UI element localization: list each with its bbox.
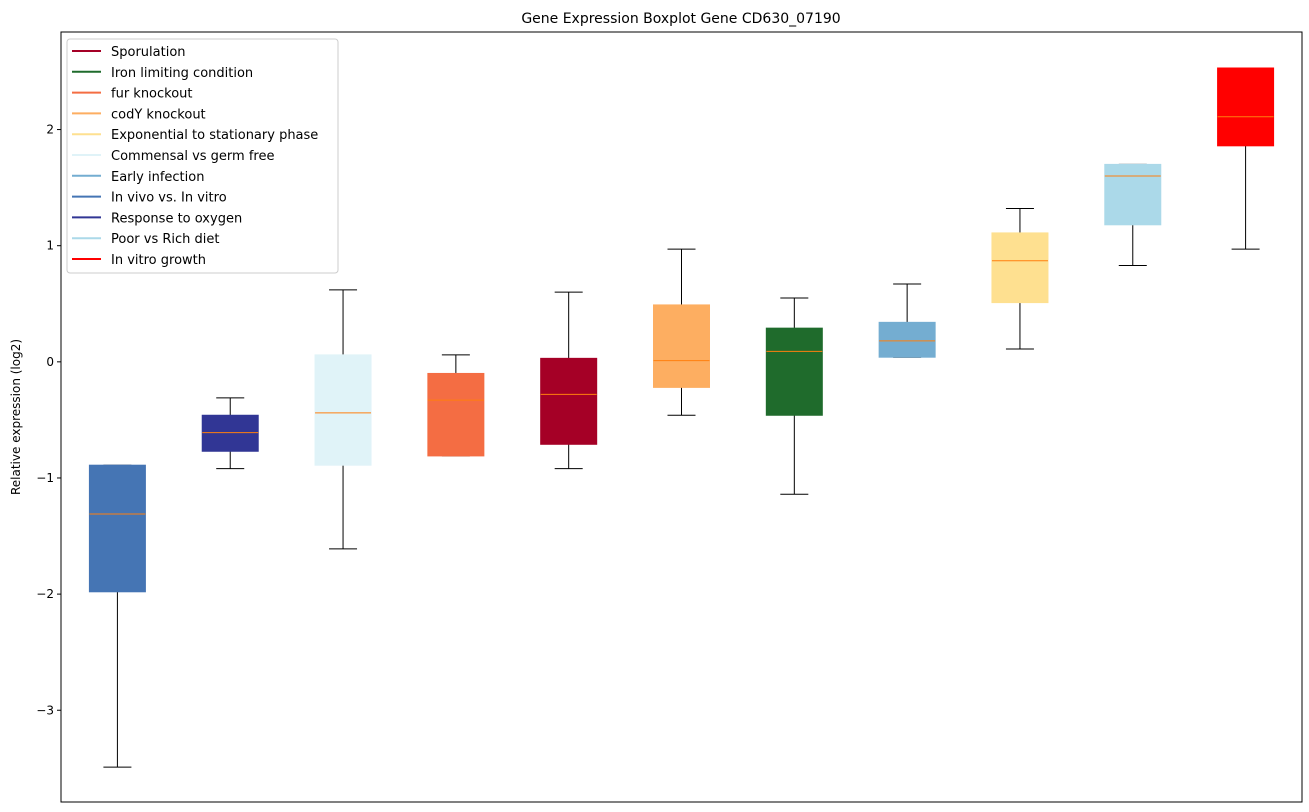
- plot-frame: [60, 31, 1303, 803]
- box-iqr: [540, 357, 598, 445]
- box-response-to-oxygen: [201, 397, 259, 470]
- box-commensal-vs-germ-free: [314, 289, 372, 550]
- legend-label: codY knockout: [111, 107, 206, 122]
- legend: Sporulation Iron limiting condition fur kn…: [66, 38, 339, 274]
- y-axis-label: Relative expression (log2): [9, 339, 23, 495]
- y-tick-label: −3: [36, 703, 54, 717]
- legend-label: Sporulation: [111, 45, 186, 60]
- legend-frame: [66, 38, 339, 274]
- box-cody-knockout: [653, 248, 710, 416]
- legend-label: In vitro growth: [111, 253, 206, 268]
- box-iqr: [653, 304, 710, 388]
- y-tick-label: 2: [46, 123, 54, 137]
- legend-label: Response to oxygen: [111, 211, 242, 226]
- box-iqr: [1217, 67, 1275, 147]
- box-iqr: [427, 372, 485, 457]
- y-tick-label: 1: [46, 239, 54, 253]
- legend-label: fur knockout: [111, 87, 193, 102]
- box-iqr: [88, 464, 146, 593]
- box-exponential-to-stationary-phase: [991, 208, 1049, 350]
- legend-label: Exponential to stationary phase: [111, 128, 318, 143]
- box-in-vivo-vs-in-vitro: [88, 464, 146, 768]
- legend-label: Early infection: [111, 170, 204, 185]
- y-tick-label: 0: [46, 355, 54, 369]
- boxes-layer: [88, 67, 1275, 768]
- box-fur-knockout: [427, 354, 485, 457]
- box-iqr: [1104, 163, 1162, 226]
- box-iqr: [765, 327, 823, 416]
- y-axis: −3 −2 −1 0 1 2: [36, 123, 61, 717]
- legend-label: Commensal vs germ free: [111, 149, 274, 164]
- legend-label: Iron limiting condition: [111, 66, 253, 81]
- box-iron-limiting-condition: [765, 297, 823, 495]
- box-iqr: [201, 414, 259, 452]
- box-iqr: [314, 354, 372, 466]
- box-early-infection: [878, 283, 936, 358]
- legend-label: Poor vs Rich diet: [111, 232, 219, 247]
- box-sporulation: [540, 291, 598, 470]
- box-in-vitro-growth: [1217, 67, 1275, 250]
- legend-label: In vivo vs. In vitro: [111, 191, 227, 206]
- y-tick-label: −1: [36, 471, 54, 485]
- y-tick-label: −2: [36, 587, 54, 601]
- box-iqr: [878, 321, 936, 358]
- box-iqr: [991, 232, 1049, 304]
- box-poor-vs-rich-diet: [1104, 163, 1162, 266]
- chart-title: Gene Expression Boxplot Gene CD630_07190: [521, 11, 840, 27]
